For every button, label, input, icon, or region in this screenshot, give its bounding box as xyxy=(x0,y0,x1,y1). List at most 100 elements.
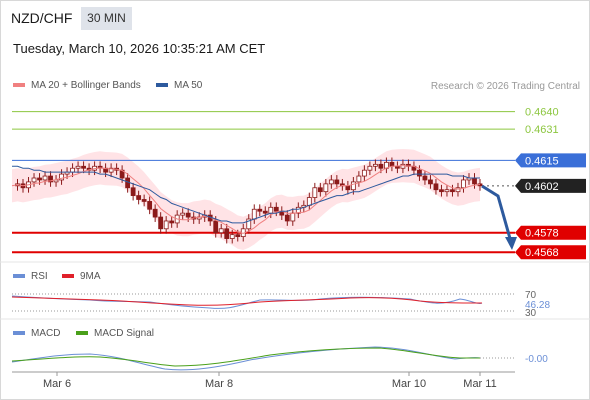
candle-body xyxy=(284,214,290,222)
candle-body xyxy=(81,165,86,169)
ma20-line xyxy=(11,165,481,234)
level-label-resistance: 0.4640 xyxy=(525,107,559,119)
legend-macd-signal-label: MACD Signal xyxy=(94,328,155,339)
candle-body xyxy=(356,175,362,183)
instrument-title: NZD/CHF xyxy=(11,10,73,26)
candle-body xyxy=(141,199,147,202)
candle-body xyxy=(273,206,279,212)
candle-body xyxy=(229,234,235,239)
candle-body xyxy=(152,208,158,218)
legend-macd-signal: MACD Signal xyxy=(76,328,154,339)
level-label-last: 0.4602 xyxy=(525,181,559,193)
legend-macd: MACD xyxy=(13,328,60,339)
rsi-lower-label: 30 xyxy=(525,308,537,319)
candle-body xyxy=(455,187,461,193)
forecast-arrow-icon xyxy=(481,184,513,243)
candle-body xyxy=(317,187,323,193)
legend-ma20: MA 20 + Bollinger Bands xyxy=(13,80,141,91)
candle-body xyxy=(163,220,169,230)
level-tag xyxy=(515,225,586,240)
candle-body xyxy=(389,161,395,167)
legend-rsi-ma: 9MA xyxy=(62,271,101,282)
legend-rsi-ma-label: 9MA xyxy=(80,271,101,282)
candle-body xyxy=(328,179,334,185)
candle-body xyxy=(70,167,75,173)
candle-body xyxy=(378,163,384,169)
candle-body xyxy=(31,177,37,183)
candle-body xyxy=(251,208,257,220)
rsi-value-label: 46.28 xyxy=(525,300,550,311)
candle-body xyxy=(262,210,268,214)
candle-body xyxy=(213,220,219,234)
legend-rsi-label: RSI xyxy=(31,271,48,282)
candle-body xyxy=(224,228,230,239)
key-levels: 0.4640 0.4631 0.4615 0.4602 0.4578 0.4568 xyxy=(12,107,586,260)
legend-ma50: MA 50 xyxy=(156,80,202,91)
arrow-head-icon xyxy=(505,237,517,250)
level-label-support: 0.4568 xyxy=(525,247,559,259)
candle-body xyxy=(257,208,263,212)
x-tick-label: Mar 11 xyxy=(463,378,496,390)
level-label-pivot: 0.4615 xyxy=(525,155,559,167)
candle-body xyxy=(400,163,406,169)
candle-body xyxy=(130,187,136,196)
research-credit: Research © 2026 Trading Central xyxy=(430,81,580,92)
candle-body xyxy=(334,179,340,185)
level-label-resistance: 0.4631 xyxy=(525,124,559,136)
moving-averages xyxy=(11,165,481,234)
level-label-support: 0.4578 xyxy=(525,228,559,240)
level-tag xyxy=(515,178,586,193)
candle-body xyxy=(417,169,422,177)
x-tick-label: Mar 6 xyxy=(43,378,71,390)
timeframe-button[interactable]: 30 MIN xyxy=(81,7,132,30)
candle-body xyxy=(361,169,367,177)
candle-body xyxy=(422,175,428,181)
candle-body xyxy=(472,177,477,185)
macd-line xyxy=(11,346,481,371)
candle-body xyxy=(268,206,274,214)
candle-body xyxy=(158,216,164,230)
rsi-line xyxy=(11,295,483,309)
candle-body xyxy=(312,187,318,198)
rsi-ma-swatch-icon xyxy=(62,274,74,279)
level-tag xyxy=(515,153,586,168)
candle-body xyxy=(372,163,378,167)
candle-body xyxy=(450,189,455,193)
candle-body xyxy=(246,218,252,230)
x-tick-label: Mar 8 xyxy=(205,378,233,390)
legend-ma50-label: MA 50 xyxy=(174,80,203,91)
candle-body xyxy=(185,212,191,218)
macd-value-label: -0.00 xyxy=(525,354,548,365)
macd-swatch-icon xyxy=(13,331,25,336)
rsi-ma-line xyxy=(11,296,483,306)
candle-body xyxy=(147,201,153,210)
candle-body xyxy=(290,212,296,222)
candle-body xyxy=(42,175,48,181)
x-tick-label: Mar 10 xyxy=(392,378,426,390)
candle-body xyxy=(59,173,64,181)
candle-body xyxy=(48,175,53,183)
macd-signal-swatch-icon xyxy=(76,331,88,336)
candle-body xyxy=(180,212,186,216)
candle-body xyxy=(108,167,114,173)
macd-signal-line xyxy=(11,347,480,367)
candle-body xyxy=(444,189,450,193)
candle-body xyxy=(461,179,466,189)
candle-body xyxy=(439,189,444,193)
legend-ma20-label: MA 20 + Bollinger Bands xyxy=(31,80,141,91)
x-axis: Mar 6 Mar 8 Mar 10 Mar 11 xyxy=(43,372,497,390)
candle-body xyxy=(235,234,241,238)
candle-body xyxy=(323,183,329,193)
ma50-line xyxy=(12,165,480,224)
candle-body xyxy=(136,195,142,200)
candle-body xyxy=(75,165,81,169)
level-tag xyxy=(515,245,586,260)
candle-body xyxy=(306,197,312,206)
candle-body xyxy=(350,181,356,191)
legend-rsi: RSI xyxy=(13,271,48,282)
legend-macd-label: MACD xyxy=(31,328,61,339)
rsi-upper-label: 70 xyxy=(525,290,537,301)
candle-body xyxy=(433,183,439,191)
candle-body xyxy=(37,177,42,181)
